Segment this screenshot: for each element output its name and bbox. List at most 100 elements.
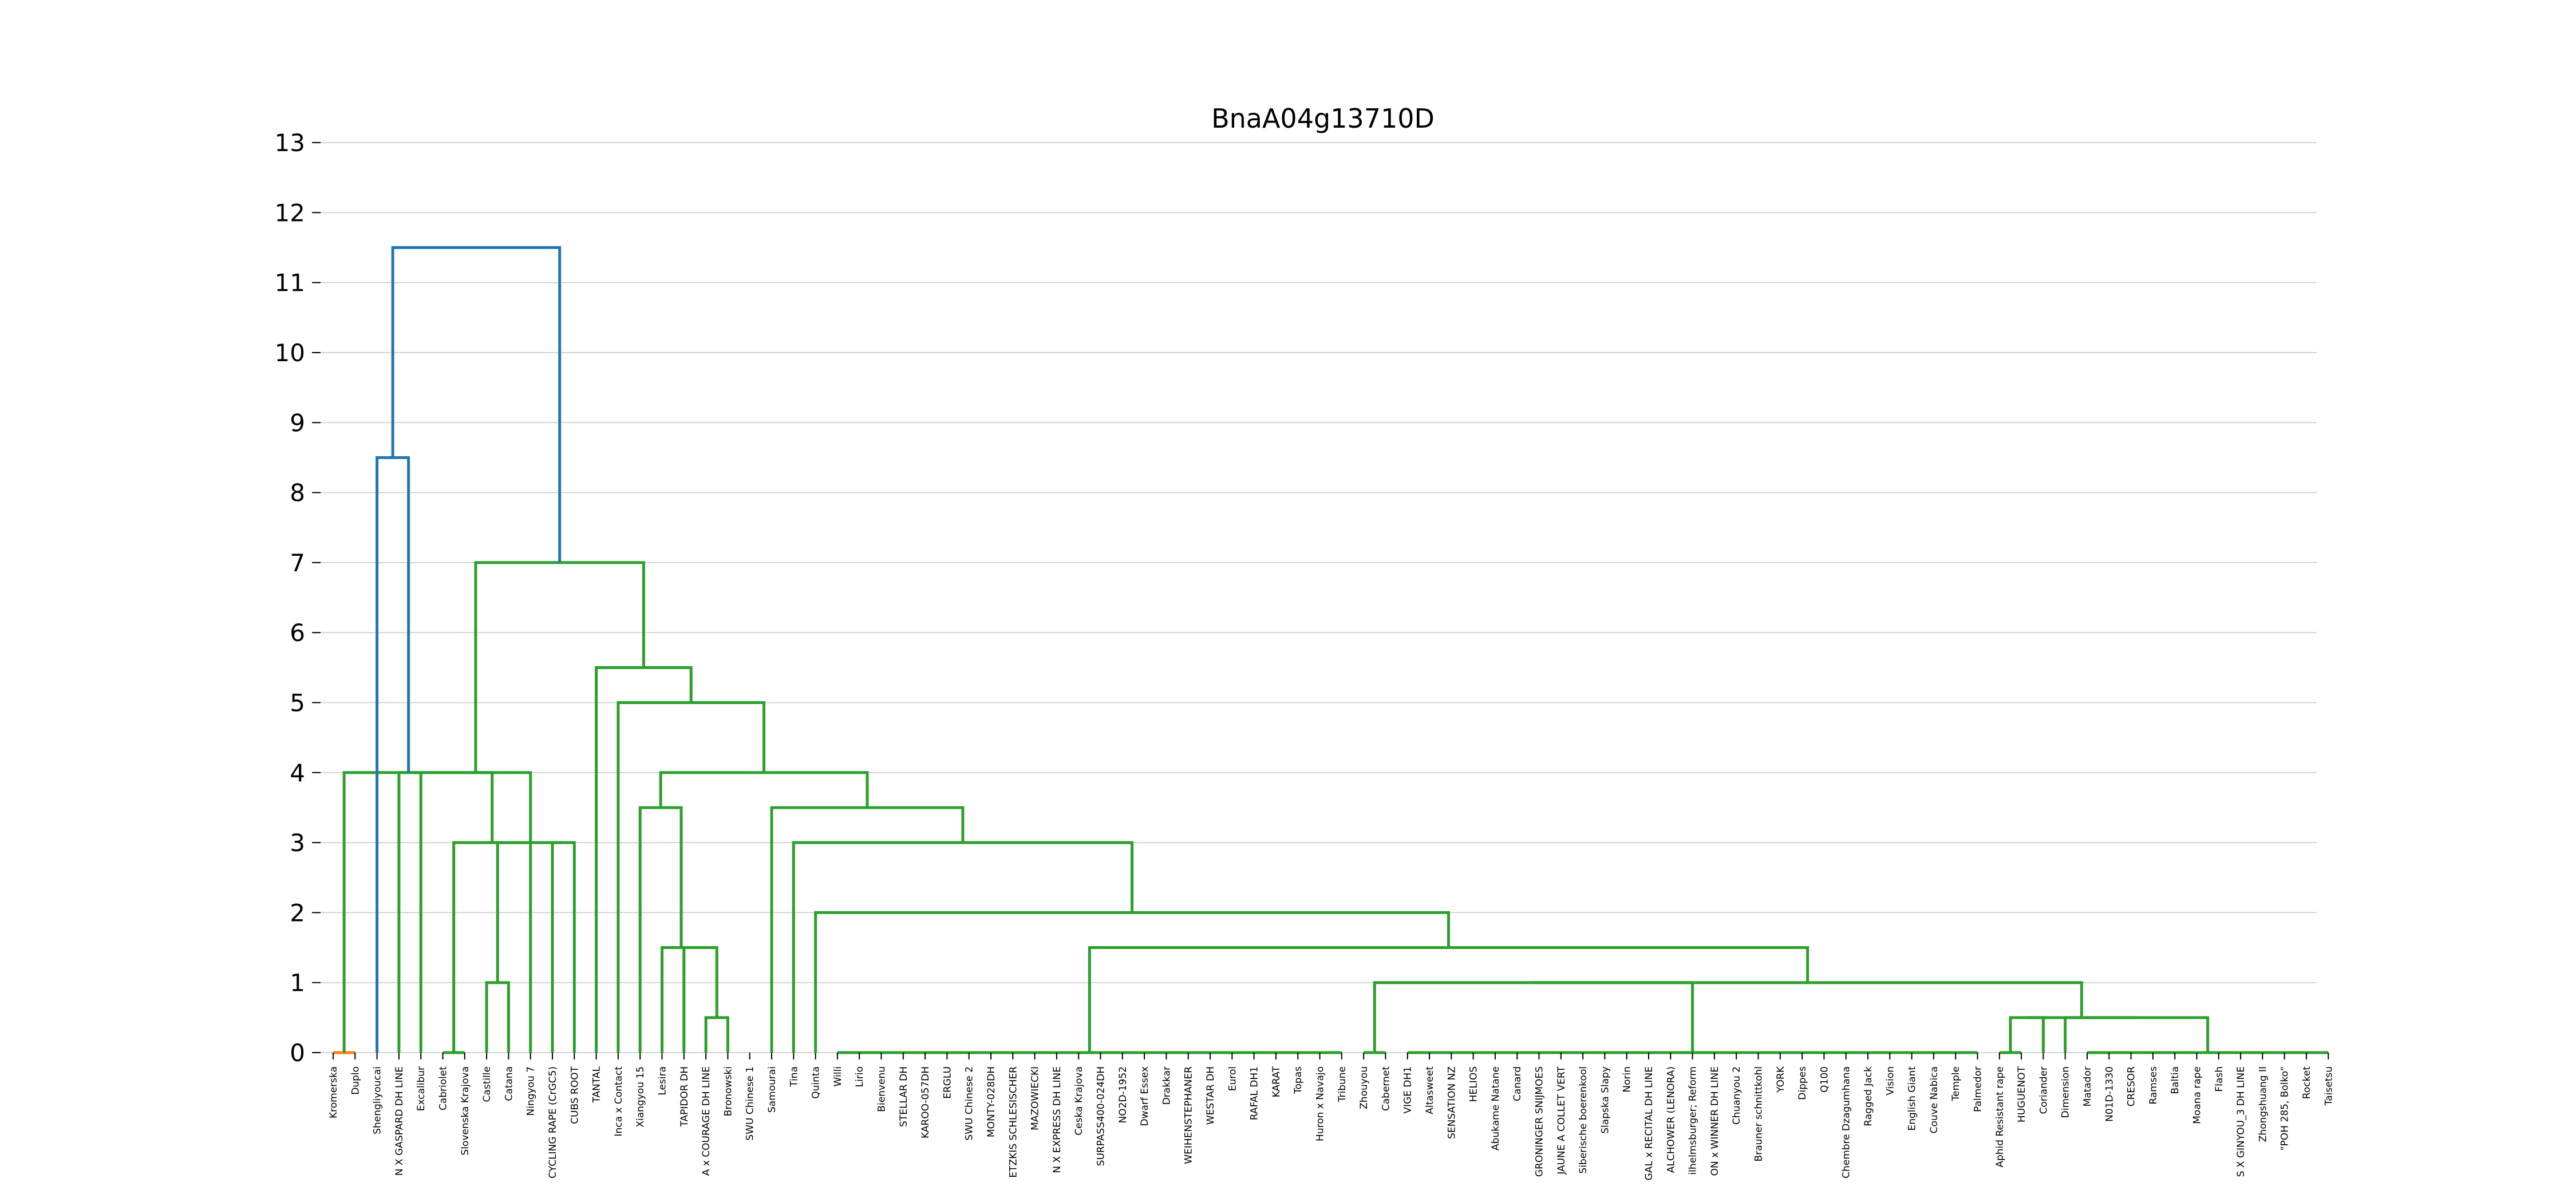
leaf-label: Xiangyou 15: [635, 1066, 646, 1128]
leaf-label: Zhongshuang II: [2257, 1066, 2269, 1142]
leaf-labels: Kromerska Duplo Shengliyoucai N X GASPARD D…: [328, 1053, 2334, 1180]
leaf-label: ON x WINNER DH LINE: [1709, 1066, 1721, 1176]
dendrogram-link: [391, 246, 562, 563]
leaf-label: Rocket: [2301, 1066, 2313, 1099]
leaf-label: Ningyou 7: [526, 1066, 537, 1116]
dendrogram-link: [770, 806, 965, 1053]
leaf-label: ETZKIS SCHLESISCHER: [1008, 1066, 1019, 1178]
dendrogram-link: [682, 946, 718, 1053]
leaf-label: CYCLING RAPE (CrGC5): [547, 1066, 559, 1179]
leaf-label: SWU Chinese 1: [745, 1066, 756, 1141]
leaf-label: Matador: [2082, 1066, 2093, 1106]
leaf-label: Vision: [1884, 1066, 1896, 1096]
dendrogram-link: [1533, 981, 2083, 1018]
leaf-label: Tribune: [1337, 1066, 1348, 1102]
leaf-label: VIGE DH1: [1402, 1066, 1414, 1114]
leaf-label: Cabernet: [1380, 1066, 1392, 1111]
leaf-label: Palmedor: [1973, 1066, 1984, 1112]
y-tick-label: 8: [290, 479, 305, 507]
leaf-label: Drakkar: [1161, 1066, 1172, 1105]
y-tick-label: 9: [290, 409, 305, 437]
leaf-label: WEIHENSTEPHANER: [1183, 1066, 1195, 1164]
leaf-label: Catana: [503, 1066, 515, 1101]
leaf-label: Cabriolet: [438, 1066, 449, 1110]
y-tick-label: 11: [275, 269, 305, 297]
leaf-label: KAROO-057DH: [920, 1066, 931, 1138]
leaf-label: Abukame Natane: [1490, 1066, 1502, 1150]
y-tick-label: 6: [290, 619, 305, 647]
leaf-label: Lesira: [657, 1066, 669, 1096]
leaf-label: A x COURAGE DH LINE: [701, 1066, 712, 1176]
y-tick-label: 2: [290, 899, 305, 927]
leaf-label: TANTAL: [591, 1066, 603, 1103]
dendrogram-link: [704, 1016, 729, 1053]
leaf-label: WESTAR DH: [1205, 1066, 1216, 1125]
leaf-label: Zhouyou: [1358, 1066, 1370, 1109]
leaf-label: Ragged Jack: [1863, 1066, 1874, 1126]
leaf-label: Flash: [2214, 1066, 2225, 1092]
leaf-label: SWU Chinese 2: [964, 1066, 975, 1141]
leaf-label: N01D-1330: [2104, 1066, 2115, 1122]
leaf-label: SENSATION NZ: [1446, 1066, 1457, 1139]
leaf-label: Tina: [788, 1066, 800, 1088]
leaf-label: Canard: [1512, 1066, 1523, 1101]
y-tick-label: 3: [290, 829, 305, 857]
leaf-label: Dippes: [1797, 1066, 1808, 1100]
leaf-label: Ceska Krajova: [1073, 1066, 1085, 1136]
y-tick-label: 4: [290, 759, 305, 787]
dendrogram-link: [496, 841, 564, 983]
dendrogram-link: [595, 666, 693, 1053]
leaf-label: Taisetsu: [2323, 1066, 2334, 1106]
leaf-label: Slapska Slapy: [1599, 1066, 1611, 1134]
leaf-label: Quinta: [811, 1066, 822, 1099]
dendrogram-link: [792, 841, 1134, 1053]
leaf-label: Chembre Dzagumhana: [1841, 1066, 1852, 1179]
dendrogram-link: [2009, 1016, 2045, 1053]
leaf-label: Duplo: [350, 1066, 361, 1095]
leaf-label: Altasweet: [1424, 1066, 1436, 1114]
leaf-label: NO2D-1952: [1117, 1066, 1129, 1123]
leaf-label: HELIOS: [1468, 1066, 1480, 1102]
leaf-label: ERGLU: [942, 1066, 953, 1099]
leaf-label: Topas: [1293, 1066, 1304, 1094]
leaf-label: Dwarf Essex: [1139, 1066, 1151, 1126]
leaf-label: Inca x Contact: [613, 1066, 625, 1137]
leaf-label: "POH 285, Bolko": [2279, 1066, 2291, 1150]
leaf-label: SURPASS400-024DH: [1096, 1066, 1107, 1166]
leaf-label: Lirio: [854, 1066, 866, 1087]
leaf-label: CRESOR: [2126, 1066, 2138, 1107]
leaf-label: Willi: [832, 1066, 844, 1086]
y-tick-label: 5: [290, 689, 305, 717]
leaf-label: Siberische boerenkool: [1578, 1066, 1589, 1174]
leaf-label: Samourai: [767, 1066, 778, 1113]
y-tick-label: 10: [275, 339, 305, 367]
leaf-label: Bienvenu: [876, 1066, 888, 1112]
leaf-label: Shengliyoucai: [372, 1066, 384, 1134]
y-tick-label: 13: [275, 129, 305, 157]
leaf-label: N X GASPARD DH LINE: [394, 1066, 405, 1176]
dendrogram-link: [551, 841, 576, 1053]
y-tick-label: 12: [275, 199, 305, 227]
dendrogram-link: [1088, 946, 1809, 1053]
leaf-label: KARAT: [1271, 1066, 1282, 1097]
dendrogram-link: [2064, 1016, 2210, 1053]
dendrogram-link: [659, 771, 869, 808]
leaf-label: Castille: [481, 1066, 493, 1102]
leaf-label: Bronowski: [722, 1066, 734, 1116]
leaf-label: Kromerska: [328, 1066, 339, 1118]
leaf-label: Couve Nabica: [1929, 1066, 1940, 1133]
leaf-label: Eurol: [1227, 1066, 1238, 1091]
leaf-label: YORK: [1775, 1066, 1787, 1093]
leaf-label: Huron x Navajo: [1315, 1066, 1326, 1141]
leaf-label: S X GINYOU_3 DH LINE: [2235, 1066, 2247, 1177]
y-tick-label: 0: [290, 1039, 305, 1067]
leaf-label: ALCHOWER (LENORA): [1665, 1066, 1677, 1173]
leaf-label: GAL x RECITAL DH LINE: [1643, 1066, 1655, 1180]
leaf-label: Norin: [1622, 1066, 1633, 1093]
leaf-label: ilhelmsburger; Reform: [1688, 1066, 1699, 1175]
leaf-label: Baltia: [2170, 1066, 2181, 1094]
dendrogram-link: [485, 981, 510, 1053]
y-tick-label: 7: [290, 549, 305, 577]
